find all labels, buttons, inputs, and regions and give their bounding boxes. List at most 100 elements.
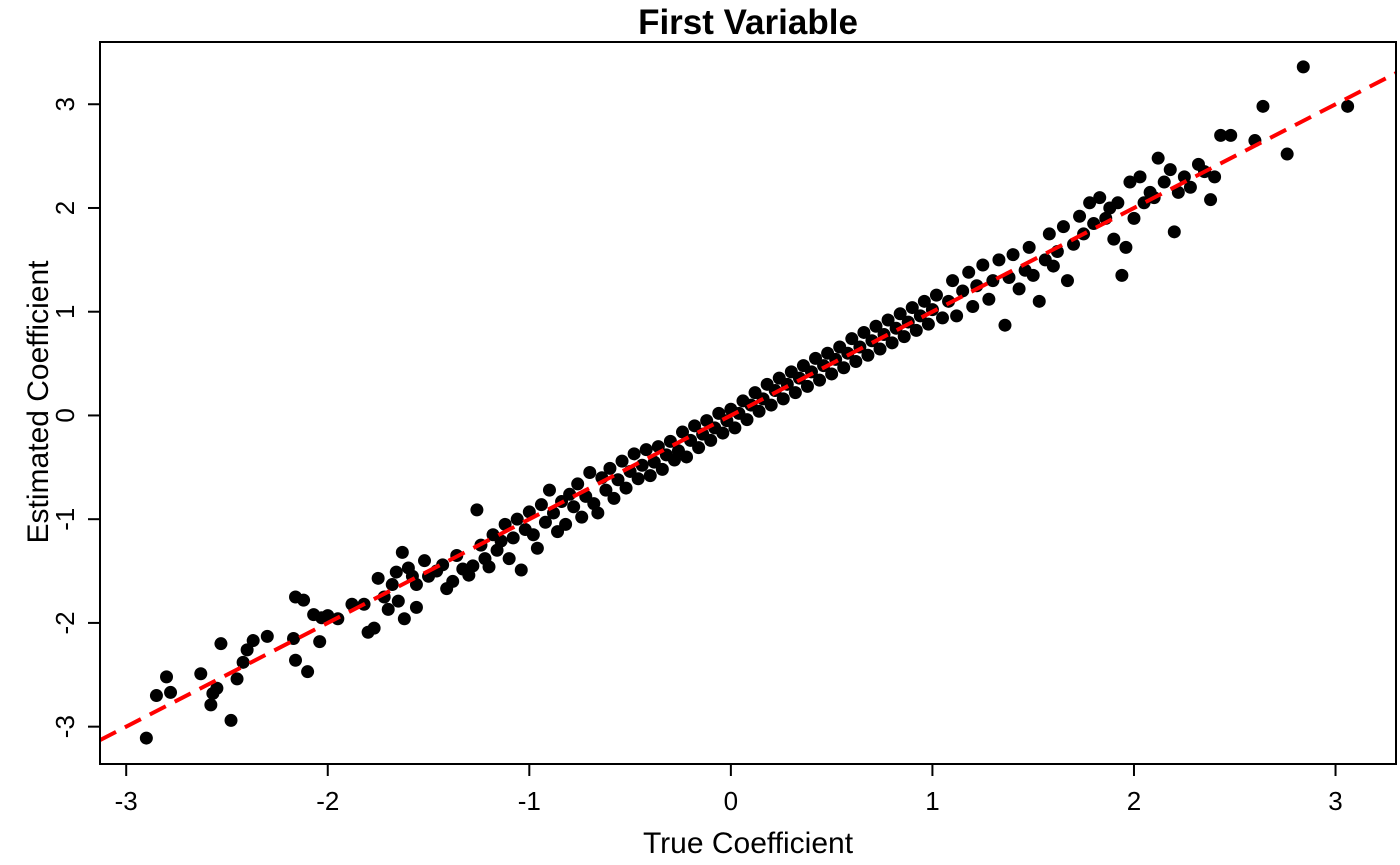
data-point — [740, 413, 754, 427]
data-point — [692, 441, 706, 455]
data-point — [240, 643, 254, 657]
data-point — [502, 552, 516, 566]
data-point — [385, 578, 399, 592]
data-point — [752, 404, 766, 418]
data-point — [921, 317, 935, 331]
data-point — [627, 447, 641, 461]
data-point — [966, 300, 980, 314]
data-point — [591, 506, 605, 520]
x-tick-label: -3 — [115, 786, 138, 816]
plot-frame — [99, 41, 1397, 765]
data-point — [998, 318, 1012, 332]
data-point — [230, 672, 244, 686]
data-point — [1026, 268, 1040, 282]
y-axis: -3 -2 -1 0 1 2 3 — [50, 97, 100, 738]
data-point — [1204, 193, 1218, 207]
data-point — [603, 461, 617, 475]
data-point — [395, 545, 409, 559]
data-point — [1214, 128, 1228, 142]
data-point — [929, 288, 943, 302]
data-point — [873, 342, 887, 356]
data-point — [236, 655, 250, 669]
data-point — [962, 265, 976, 279]
data-point — [224, 713, 238, 727]
x-tick-label: 1 — [925, 786, 939, 816]
data-point — [881, 313, 895, 327]
data-point — [510, 512, 524, 526]
data-point — [164, 685, 178, 699]
x-tick-label: 3 — [1328, 786, 1342, 816]
data-point — [260, 629, 274, 643]
data-point — [857, 325, 871, 339]
data-point — [559, 517, 573, 531]
data-point — [1093, 191, 1107, 205]
data-point — [599, 483, 613, 497]
data-point — [861, 348, 875, 362]
reference-line — [99, 71, 1397, 742]
y-tick-label: 1 — [50, 304, 80, 318]
data-point — [982, 292, 996, 306]
data-point — [409, 600, 423, 614]
data-point — [946, 274, 960, 288]
data-point — [530, 541, 544, 555]
data-point — [1123, 175, 1137, 189]
data-point — [297, 593, 311, 607]
data-point — [631, 472, 645, 486]
data-point — [950, 309, 964, 323]
data-point — [542, 483, 556, 497]
data-point — [1073, 209, 1087, 223]
y-tick-label: -3 — [50, 715, 80, 738]
data-point — [1046, 259, 1060, 273]
data-point — [1060, 274, 1074, 288]
x-tick-label: 2 — [1127, 786, 1141, 816]
data-point — [1115, 268, 1129, 282]
data-point — [1341, 99, 1355, 113]
data-point — [494, 534, 508, 548]
data-point — [992, 253, 1006, 267]
data-point — [583, 466, 597, 480]
data-point — [1032, 294, 1046, 308]
data-point — [1083, 196, 1097, 210]
data-point — [619, 481, 633, 495]
data-point — [1111, 196, 1125, 210]
data-point — [813, 373, 827, 387]
data-point — [704, 433, 718, 447]
data-point — [716, 426, 730, 440]
data-point — [675, 425, 689, 439]
data-point — [1133, 170, 1147, 184]
data-point — [514, 563, 528, 577]
data-point — [575, 510, 589, 524]
data-point — [893, 307, 907, 321]
data-point — [607, 491, 621, 505]
data-point — [1067, 237, 1081, 251]
data-point — [897, 330, 911, 344]
data-point — [849, 355, 863, 369]
data-point — [956, 284, 970, 298]
data-point — [643, 469, 657, 483]
data-point — [1012, 282, 1026, 296]
data-points — [139, 60, 1355, 745]
data-point — [615, 454, 629, 468]
data-point — [210, 681, 224, 695]
data-point — [1171, 185, 1185, 199]
data-point — [1119, 240, 1133, 254]
y-tick-label: -1 — [50, 508, 80, 531]
data-point — [1151, 151, 1165, 165]
data-point — [397, 612, 411, 626]
data-point — [466, 559, 480, 573]
data-point — [506, 531, 520, 545]
data-point — [1256, 99, 1270, 113]
data-point — [1224, 128, 1238, 142]
data-point — [409, 578, 423, 592]
data-point — [470, 503, 484, 517]
data-point — [1296, 60, 1310, 74]
x-tick-label: -2 — [316, 786, 339, 816]
data-point — [1280, 147, 1294, 161]
data-point — [194, 667, 208, 681]
data-point — [436, 558, 450, 572]
data-point — [1208, 170, 1222, 184]
data-point — [381, 602, 395, 616]
data-point — [976, 258, 990, 272]
data-point — [1167, 225, 1181, 239]
data-point — [688, 419, 702, 433]
